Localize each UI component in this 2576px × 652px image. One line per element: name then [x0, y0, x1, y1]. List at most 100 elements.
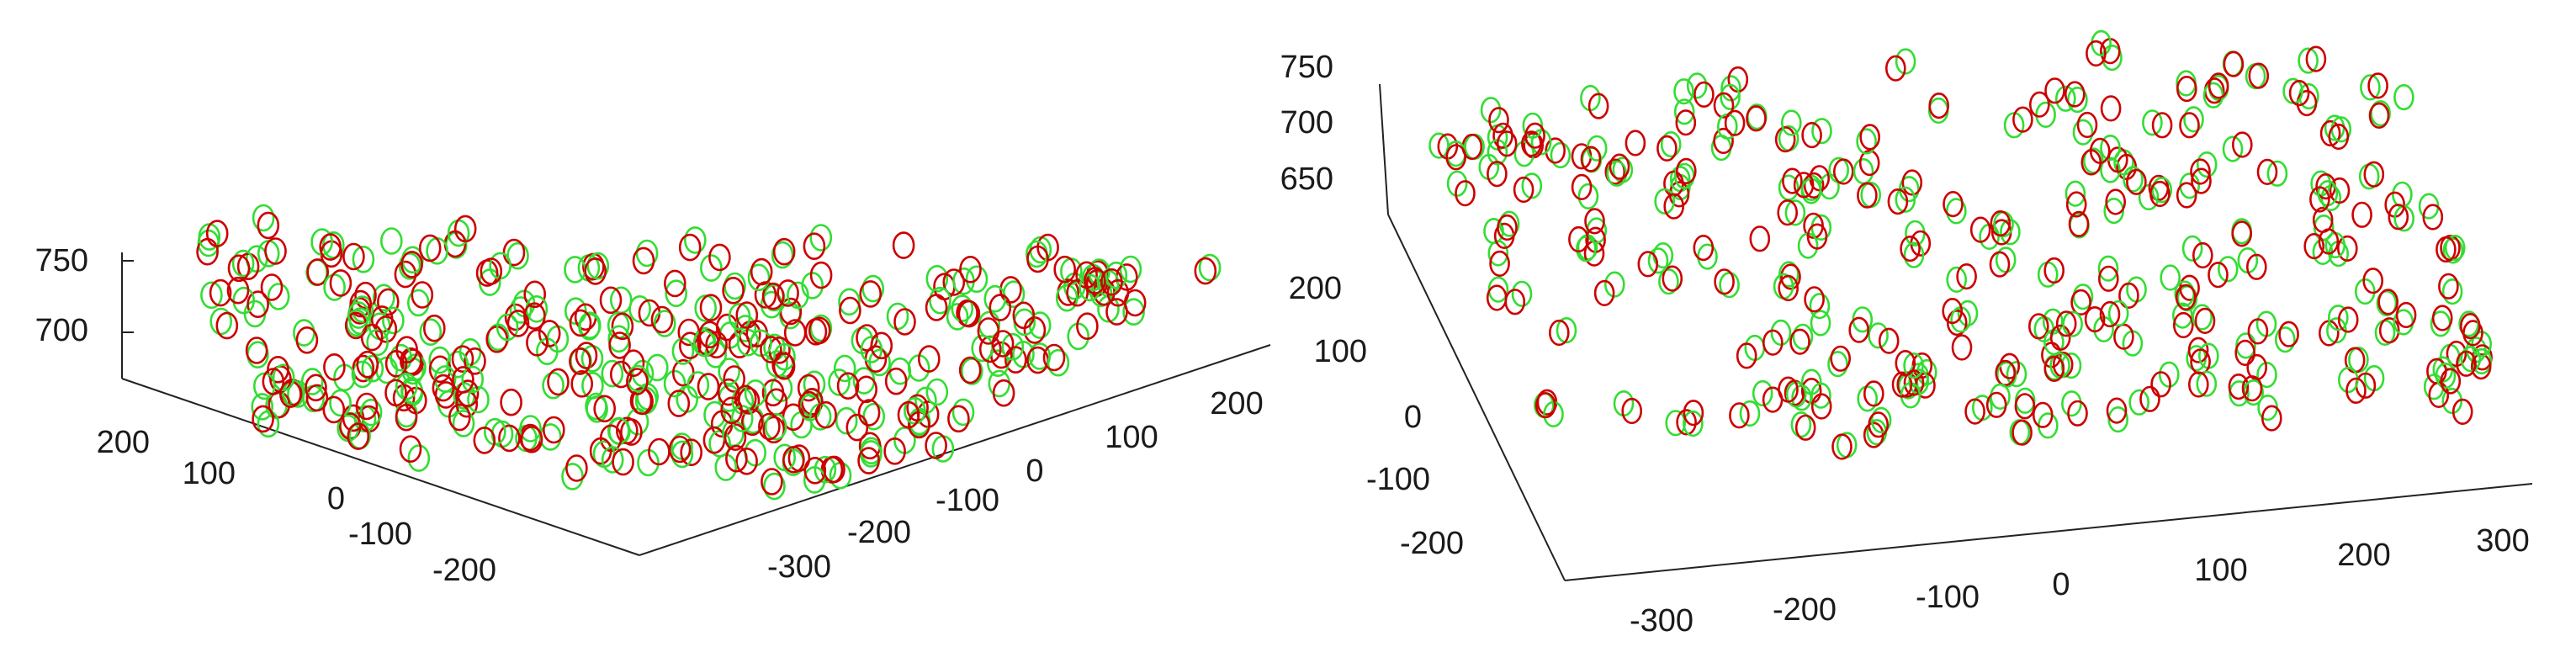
- point-set-a: [1584, 208, 1605, 235]
- point-set-b: [1720, 75, 1741, 102]
- point-set-a: [884, 367, 908, 395]
- point-set-b: [2181, 235, 2203, 262]
- point-set-a: [1534, 392, 1556, 419]
- point-set-b: [2328, 305, 2349, 331]
- point-set-a: [1656, 135, 1678, 162]
- point-set-a: [1810, 393, 1832, 420]
- point-set-a: [1985, 391, 2007, 418]
- point-set-a: [2187, 337, 2209, 363]
- point-set-a: [2328, 123, 2350, 151]
- point-set-a: [2150, 371, 2171, 398]
- point-set-a: [1587, 93, 1609, 119]
- point-set-a: [761, 282, 785, 310]
- point-set-a: [422, 314, 446, 342]
- point-set-a: [1891, 371, 1913, 398]
- point-set-b: [2065, 180, 2086, 207]
- point-set-b: [773, 443, 797, 472]
- point-set-b: [1946, 198, 1967, 225]
- point-set-a: [456, 379, 480, 407]
- point-set-a: [608, 331, 631, 359]
- point-set-a: [1497, 214, 1518, 241]
- point-set-a: [1524, 122, 1545, 149]
- point-set-a: [1053, 255, 1076, 284]
- point-set-a: [2190, 158, 2211, 185]
- point-set-a: [1956, 263, 1977, 290]
- point-set-b: [628, 294, 651, 323]
- point-set-a: [1928, 92, 1949, 119]
- point-set-b: [2298, 47, 2319, 74]
- point-set-a: [750, 257, 773, 286]
- point-set-b: [1198, 253, 1222, 282]
- point-set-a: [1746, 105, 1767, 132]
- point-set-a: [352, 354, 375, 383]
- point-set-a: [245, 337, 268, 364]
- point-set-a: [2305, 45, 2327, 72]
- point-set-b: [2128, 389, 2149, 416]
- point-set-b: [860, 336, 883, 363]
- point-set-a: [1662, 265, 1683, 292]
- point-set-a: [1868, 411, 1889, 438]
- point-set-a: [1942, 298, 1963, 325]
- point-set-a: [678, 331, 702, 360]
- point-set-b: [1498, 210, 1520, 237]
- point-set-a: [626, 368, 649, 395]
- point-set-a: [957, 299, 981, 328]
- point-set-a: [322, 395, 346, 424]
- point-set-a: [1778, 376, 1799, 403]
- point-set-b: [700, 254, 723, 282]
- point-set-b: [2218, 256, 2239, 283]
- point-set-a: [814, 400, 837, 429]
- point-set-a: [708, 243, 731, 272]
- point-set-a: [1488, 107, 1509, 134]
- point-set-b: [965, 265, 989, 294]
- point-set-b: [1870, 406, 1892, 434]
- point-set-a: [506, 310, 530, 337]
- point-set-a: [1803, 172, 1825, 199]
- point-set-a: [1489, 250, 1510, 278]
- point-set-b: [1781, 109, 1802, 136]
- point-set-b: [2196, 151, 2218, 178]
- point-set-a: [989, 294, 1012, 321]
- point-set-a: [2176, 182, 2197, 209]
- point-set-b: [509, 296, 533, 324]
- point-set-a: [523, 302, 546, 331]
- point-set-a: [897, 400, 920, 429]
- point-set-b: [2460, 346, 2482, 373]
- point-set-a: [2377, 289, 2398, 315]
- point-set-a: [698, 321, 722, 349]
- point-set-a: [1084, 267, 1106, 294]
- point-set-a: [354, 281, 377, 310]
- point-set-a: [2068, 210, 2090, 237]
- point-set-b: [2192, 304, 2213, 331]
- point-set-a: [498, 424, 521, 453]
- point-set-a: [2248, 62, 2270, 89]
- point-set-b: [1792, 323, 1814, 350]
- x-tick-label: 200: [2337, 538, 2390, 573]
- point-set-b: [925, 378, 949, 406]
- point-set-a: [2089, 137, 2111, 164]
- point-set-a: [959, 255, 982, 284]
- point-set-a: [319, 233, 342, 261]
- point-set-b: [1784, 199, 1806, 226]
- point-set-a: [384, 379, 407, 407]
- point-set-a: [205, 220, 229, 247]
- point-set-a: [2065, 81, 2086, 108]
- y-tick-label: 0: [327, 481, 345, 517]
- point-set-b: [1665, 410, 1686, 437]
- point-set-b: [1868, 322, 1889, 349]
- point-set-a: [432, 374, 455, 402]
- point-set-a: [1549, 319, 1570, 347]
- point-set-a: [2388, 204, 2409, 231]
- point-set-a: [542, 416, 565, 444]
- point-set-a: [2179, 112, 2200, 139]
- point-set-a: [2232, 131, 2253, 158]
- point-set-b: [1683, 410, 1704, 437]
- point-set-a: [589, 437, 612, 465]
- point-set-a: [480, 257, 503, 285]
- point-set-a: [2118, 282, 2139, 310]
- point-set-b: [347, 301, 370, 329]
- point-set-a: [1995, 359, 2016, 387]
- point-set-b: [704, 340, 728, 368]
